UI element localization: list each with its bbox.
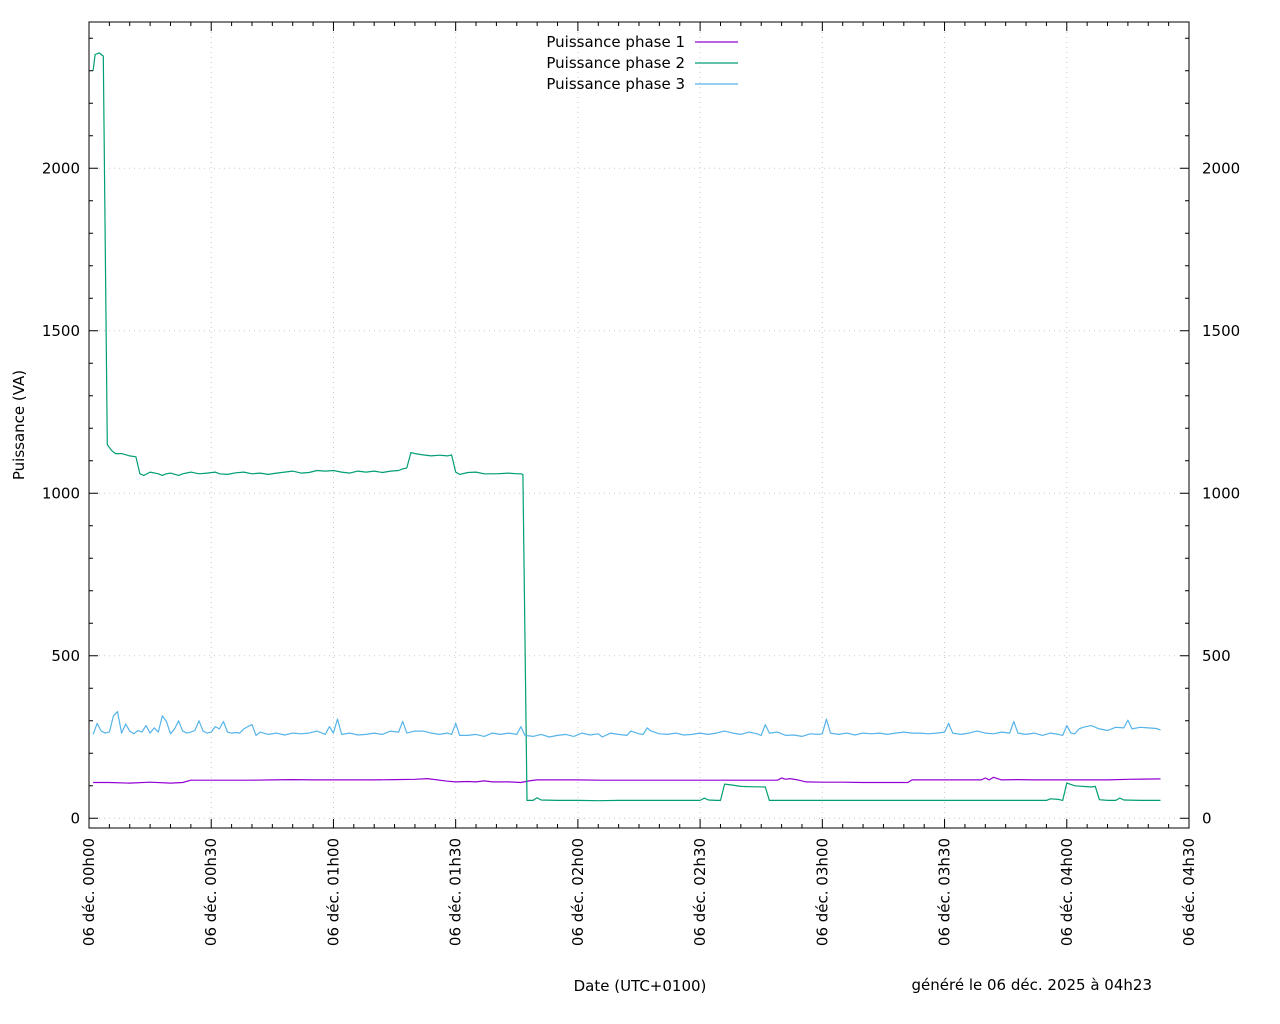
- plot-frame: [88, 21, 1190, 829]
- series-line-phase-1: [93, 776, 1161, 784]
- y-axis-label: Puissance (VA): [10, 370, 28, 480]
- y-tick-label-left: 2000: [42, 159, 80, 177]
- x-tick-label: 06 déc. 03h00: [813, 838, 831, 946]
- legend-label-phase-3: Puissance phase 3: [546, 75, 685, 93]
- x-tick-label: 06 déc. 02h00: [569, 838, 587, 946]
- y-tick-label-right: 1500: [1202, 322, 1240, 340]
- grid-lines: [89, 22, 1189, 828]
- y-tick-label-right: 0: [1202, 809, 1212, 827]
- legend-label-phase-1: Puissance phase 1: [546, 33, 685, 51]
- y-tick-label-left: 0: [70, 809, 80, 827]
- x-tick-label: 06 déc. 01h00: [324, 838, 342, 946]
- legend-label-phase-2: Puissance phase 2: [546, 54, 685, 72]
- y-tick-label-left: 1000: [42, 484, 80, 502]
- y-tick-label-left: 500: [51, 647, 80, 665]
- axis-ticks: 0 0 500 500 1000 1000 1500 1500 2000 2000 06 déc. …: [42, 22, 1240, 946]
- generated-timestamp: généré le 06 déc. 2025 à 04h23: [912, 976, 1152, 994]
- x-tick-label: 06 déc. 03h30: [936, 838, 954, 946]
- x-tick-label: 06 déc. 04h00: [1058, 838, 1076, 946]
- x-tick-label: 06 déc. 00h30: [202, 838, 220, 946]
- series-line-phase-2: [92, 52, 1161, 802]
- x-tick-label: 06 déc. 04h30: [1180, 838, 1198, 946]
- x-tick-label: 06 déc. 00h00: [80, 838, 98, 946]
- y-tick-label-right: 500: [1202, 647, 1231, 665]
- series-lines: [92, 52, 1161, 802]
- y-tick-label-right: 1000: [1202, 484, 1240, 502]
- y-tick-label-right: 2000: [1202, 159, 1240, 177]
- series-line-phase-3: [92, 711, 1161, 738]
- legend: Puissance phase 1 Puissance phase 2 Puissa…: [546, 33, 738, 93]
- x-tick-label: 06 déc. 02h30: [691, 838, 709, 946]
- y-tick-label-left: 1500: [42, 322, 80, 340]
- x-tick-label: 06 déc. 01h30: [447, 838, 465, 946]
- x-axis-label: Date (UTC+0100): [574, 977, 707, 995]
